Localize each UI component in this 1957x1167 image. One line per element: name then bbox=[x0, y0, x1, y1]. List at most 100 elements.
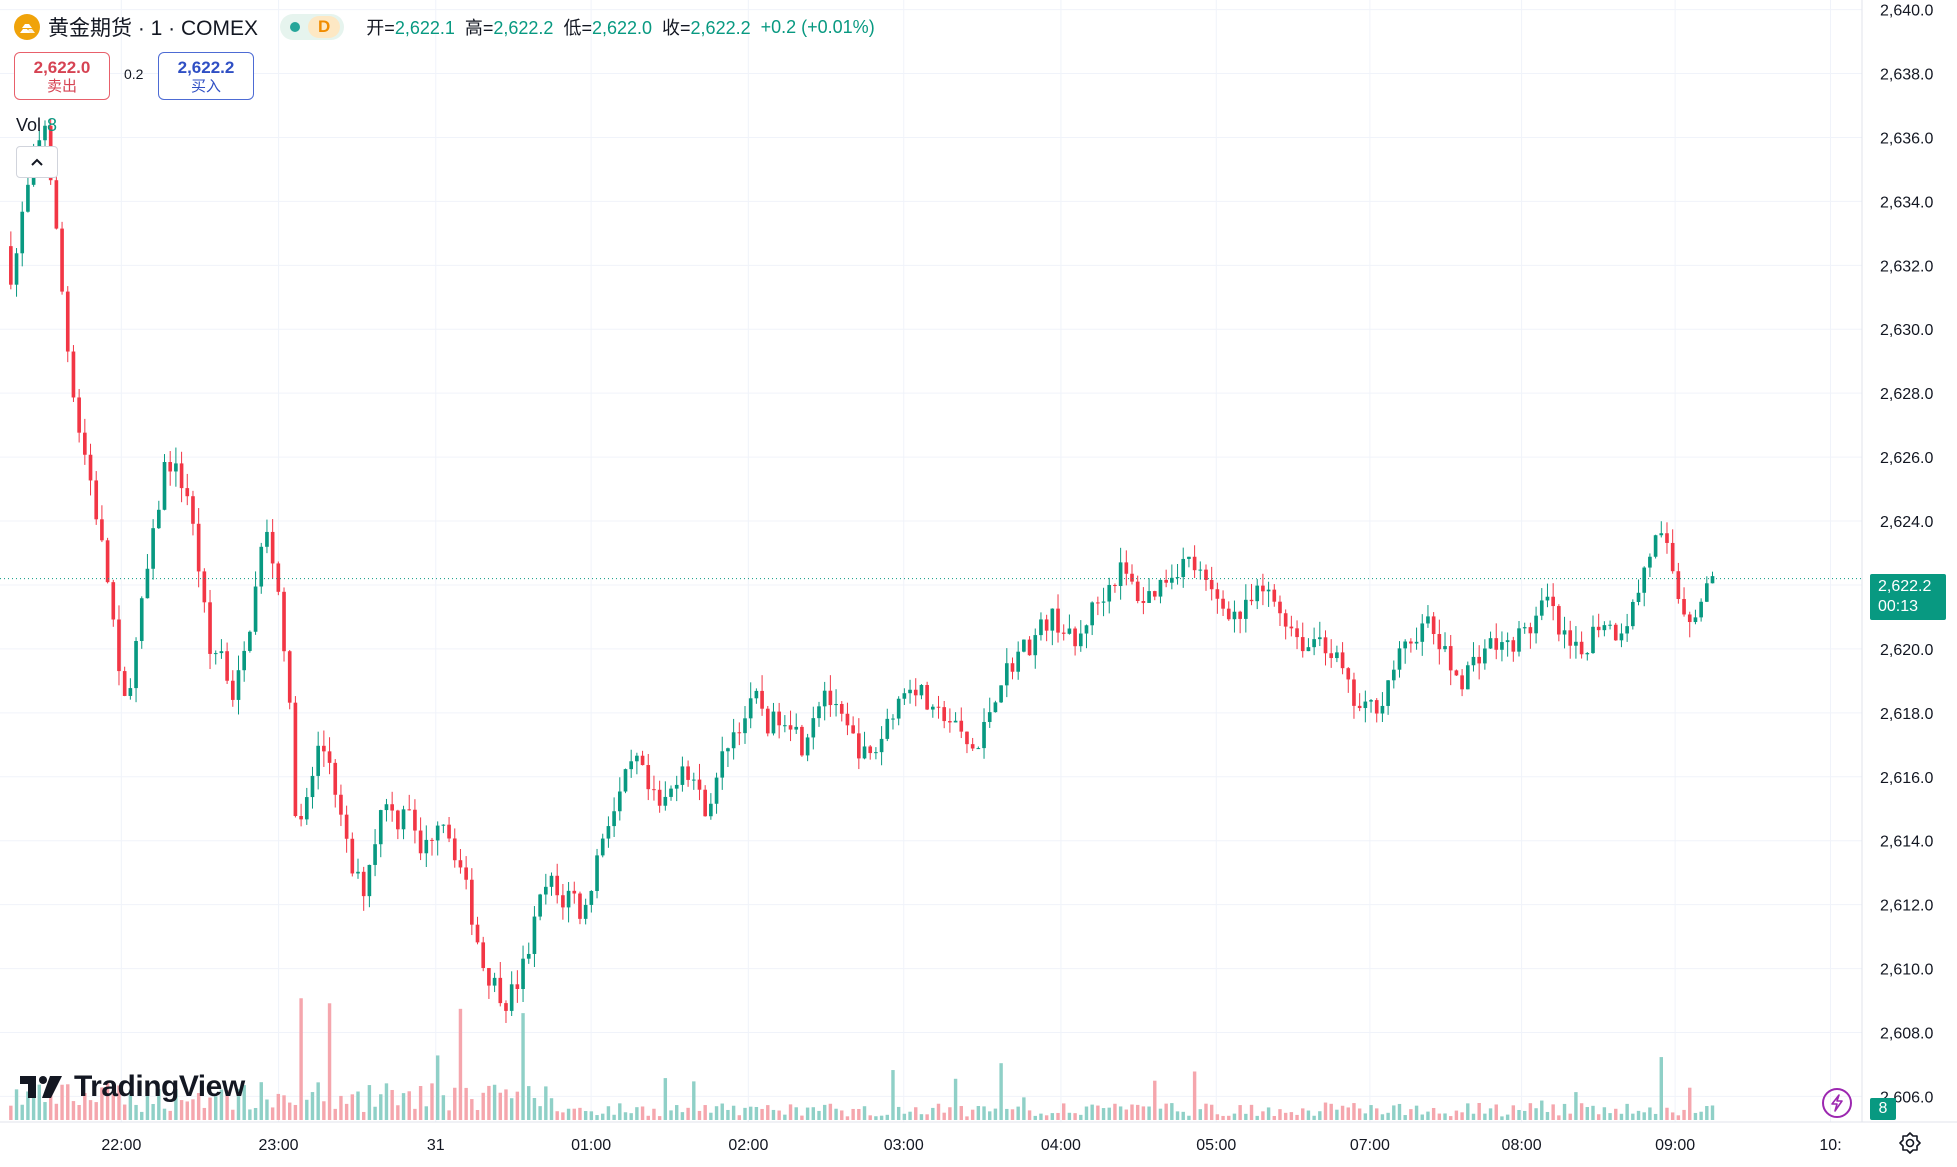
volume-bar bbox=[521, 1013, 525, 1120]
volume-bar bbox=[1693, 1112, 1698, 1120]
candle-body bbox=[1226, 608, 1231, 620]
volume-bar bbox=[458, 1008, 463, 1120]
candle-body bbox=[538, 894, 542, 917]
volume-bar bbox=[361, 1111, 366, 1120]
volume-bar bbox=[1022, 1097, 1026, 1120]
volume-bar bbox=[157, 1088, 161, 1120]
candle-body bbox=[1465, 665, 1470, 690]
volume-bar bbox=[396, 1105, 400, 1120]
volume-bar bbox=[1005, 1108, 1009, 1120]
time-tick-label: 02:00 bbox=[728, 1137, 768, 1154]
market-open-dot-icon bbox=[290, 22, 301, 32]
lightning-button[interactable] bbox=[1822, 1088, 1852, 1118]
candle-body bbox=[970, 744, 975, 749]
candle-body bbox=[1152, 591, 1157, 597]
candle-body bbox=[930, 706, 935, 710]
volume-bar bbox=[1340, 1105, 1345, 1120]
candle-body bbox=[1221, 598, 1225, 609]
volume-bar bbox=[1397, 1103, 1402, 1120]
symbol-title[interactable]: 黄金期货 · 1 · COMEX bbox=[48, 17, 259, 40]
volume-bar bbox=[1039, 1113, 1043, 1120]
volume-bar bbox=[766, 1105, 770, 1120]
volume-bar bbox=[1522, 1110, 1527, 1120]
candle-body bbox=[322, 745, 326, 752]
volume-bar bbox=[453, 1087, 457, 1120]
candle-body bbox=[1471, 656, 1476, 666]
candle-body bbox=[1631, 601, 1635, 627]
time-axis[interactable]: 22:00 23:00 31 01:00 02:00 03:00 04:00 05:00 07:… bbox=[101, 1137, 1841, 1154]
candle-body bbox=[709, 803, 713, 817]
volume-bar bbox=[840, 1110, 844, 1120]
volume-bar bbox=[612, 1114, 616, 1120]
volume-bar bbox=[680, 1112, 685, 1120]
price-tick-label: 2,620.0 bbox=[1880, 642, 1933, 659]
price-axis[interactable]: 2,640.0 2,638.0 2,636.0 2,634.0 2,632.0 2,630… bbox=[1880, 3, 1933, 1107]
market-status-pill[interactable]: D bbox=[280, 14, 345, 40]
volume-bar bbox=[760, 1108, 764, 1120]
chart-settings-button[interactable] bbox=[1897, 1130, 1923, 1156]
sell-button[interactable]: 2,622.0 卖出 bbox=[14, 52, 110, 100]
candle-body bbox=[874, 752, 878, 754]
volume-bar bbox=[487, 1085, 491, 1120]
volume-bar bbox=[589, 1111, 594, 1120]
candle-body bbox=[1460, 675, 1464, 690]
volume-bar bbox=[1255, 1115, 1259, 1120]
candle-body bbox=[213, 653, 218, 655]
volume-bar bbox=[879, 1115, 884, 1120]
volume-bar bbox=[236, 1088, 241, 1120]
volume-bar bbox=[834, 1108, 838, 1120]
volume-bar bbox=[896, 1106, 901, 1120]
volume-bar bbox=[561, 1112, 565, 1120]
candle-body bbox=[549, 875, 554, 887]
price-tick-label: 2,634.0 bbox=[1880, 194, 1933, 211]
candle-body bbox=[578, 893, 582, 919]
volume-bar bbox=[777, 1110, 781, 1120]
tradingview-logo[interactable]: TradingView bbox=[20, 1070, 245, 1104]
volume-bar bbox=[305, 1099, 309, 1120]
candle-body bbox=[1306, 647, 1311, 652]
candle-body bbox=[1056, 608, 1060, 633]
candle-body bbox=[344, 814, 349, 839]
candle-body bbox=[1278, 601, 1282, 614]
volume-bar bbox=[1528, 1103, 1533, 1120]
volume-bar bbox=[1278, 1109, 1282, 1120]
volume-bar bbox=[1574, 1092, 1578, 1120]
volume-bar bbox=[1619, 1113, 1624, 1120]
volume-bar bbox=[623, 1112, 628, 1120]
candle-body bbox=[185, 488, 190, 497]
volume-bar bbox=[100, 1087, 104, 1120]
volume-bar bbox=[1659, 1057, 1663, 1120]
volume-bar bbox=[435, 1055, 440, 1120]
volume-bar bbox=[248, 1109, 252, 1120]
volume-bar bbox=[1386, 1112, 1390, 1120]
buy-button[interactable]: 2,622.2 买入 bbox=[158, 52, 254, 100]
volume-bar bbox=[1027, 1110, 1032, 1120]
candle-body bbox=[902, 693, 907, 699]
candle-body bbox=[151, 528, 155, 569]
candle-body bbox=[1619, 633, 1624, 641]
candle-body bbox=[356, 871, 360, 874]
volume-bar bbox=[857, 1109, 861, 1120]
volume-bar bbox=[1375, 1108, 1379, 1120]
volume-legend[interactable]: Vol 8 bbox=[16, 115, 57, 136]
collapse-legend-button[interactable] bbox=[16, 146, 58, 178]
candle-body bbox=[526, 953, 531, 959]
candle-body bbox=[60, 228, 64, 292]
candle-body bbox=[1539, 600, 1544, 616]
candle-body bbox=[1357, 705, 1362, 709]
volume-bar bbox=[1511, 1105, 1516, 1120]
volume-bar bbox=[663, 1078, 668, 1120]
volume-bar bbox=[549, 1098, 554, 1120]
candle-body bbox=[88, 454, 93, 481]
volume-bar bbox=[356, 1091, 360, 1120]
price-tick-label: 2,614.0 bbox=[1880, 834, 1933, 851]
volume-bar bbox=[1488, 1108, 1493, 1120]
volume-bar bbox=[1500, 1116, 1504, 1120]
candle-body bbox=[731, 732, 736, 749]
volume-bar bbox=[1261, 1111, 1265, 1120]
volume-bar bbox=[1272, 1115, 1276, 1120]
candle-body bbox=[1687, 614, 1692, 623]
candle-body bbox=[1562, 630, 1567, 635]
candle-body bbox=[953, 720, 958, 723]
